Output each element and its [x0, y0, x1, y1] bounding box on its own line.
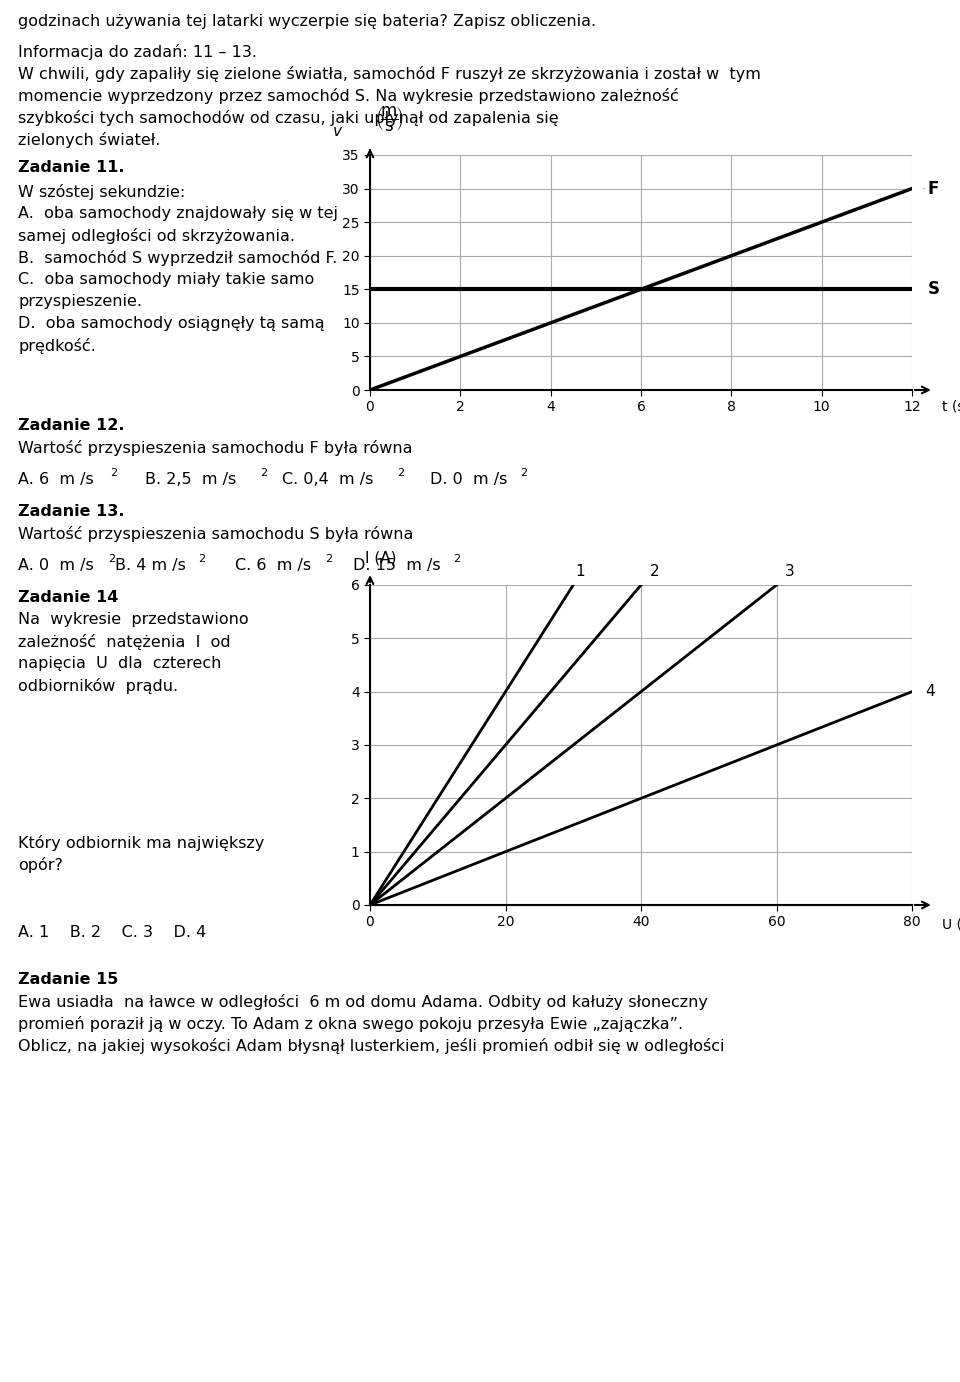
Text: momencie wyprzedzony przez samochód S. Na wykresie przedstawiono zależność: momencie wyprzedzony przez samochód S. N…	[18, 88, 679, 104]
Text: B.  samochód S wyprzedził samochód F.: B. samochód S wyprzedził samochód F.	[18, 250, 337, 265]
Text: A. 0  m /s: A. 0 m /s	[18, 558, 94, 574]
Text: 2: 2	[110, 468, 117, 478]
Text: I (A): I (A)	[365, 551, 396, 565]
Text: B. 4 m /s: B. 4 m /s	[115, 558, 186, 574]
Text: 2: 2	[650, 564, 660, 579]
Text: v: v	[333, 123, 342, 138]
Text: D.  oba samochody osiągnęły tą samą: D. oba samochody osiągnęły tą samą	[18, 316, 324, 332]
Text: Zadanie 11.: Zadanie 11.	[18, 160, 125, 176]
Text: 2: 2	[325, 554, 332, 564]
Text: samej odległości od skrzyżowania.: samej odległości od skrzyżowania.	[18, 228, 295, 245]
Text: $\left(\!\dfrac{\mathrm{m}}{\mathrm{s}}\!\right)$: $\left(\!\dfrac{\mathrm{m}}{\mathrm{s}}\…	[375, 105, 404, 134]
Text: 3: 3	[785, 564, 795, 579]
Text: 2: 2	[198, 554, 205, 564]
Text: zielonych świateł.: zielonych świateł.	[18, 133, 160, 148]
Text: B. 2,5  m /s: B. 2,5 m /s	[145, 473, 236, 486]
Text: Zadanie 15: Zadanie 15	[18, 972, 118, 987]
Text: C. 6  m /s: C. 6 m /s	[235, 558, 311, 574]
Text: 4: 4	[925, 684, 935, 699]
Text: Wartość przyspieszenia samochodu F była równa: Wartość przyspieszenia samochodu F była …	[18, 439, 413, 456]
Text: A.  oba samochody znajdowały się w tej: A. oba samochody znajdowały się w tej	[18, 206, 338, 221]
Text: C.  oba samochody miały takie samo: C. oba samochody miały takie samo	[18, 272, 314, 287]
Text: 2: 2	[397, 468, 404, 478]
Text: A. 1    B. 2    C. 3    D. 4: A. 1 B. 2 C. 3 D. 4	[18, 925, 206, 940]
Text: A. 6  m /s: A. 6 m /s	[18, 473, 94, 486]
Text: opór?: opór?	[18, 857, 62, 873]
Text: D. 15  m /s: D. 15 m /s	[353, 558, 441, 574]
Text: zależność  natężenia  I  od: zależność natężenia I od	[18, 634, 230, 650]
Text: Zadanie 14: Zadanie 14	[18, 590, 118, 605]
Text: W chwili, gdy zapaliły się zielone światła, samochód F ruszył ze skrzyżowania i : W chwili, gdy zapaliły się zielone świat…	[18, 66, 761, 82]
Text: 2: 2	[260, 468, 267, 478]
Text: U (V): U (V)	[942, 918, 960, 931]
Text: przyspieszenie.: przyspieszenie.	[18, 294, 142, 310]
Text: C. 0,4  m /s: C. 0,4 m /s	[282, 473, 373, 486]
Text: t (s): t (s)	[942, 399, 960, 413]
Text: 2: 2	[108, 554, 115, 564]
Text: odbiorników  prądu.: odbiorników prądu.	[18, 679, 179, 694]
Text: prędkość.: prędkość.	[18, 339, 96, 354]
Text: Informacja do zadań: 11 – 13.: Informacja do zadań: 11 – 13.	[18, 44, 257, 59]
Text: 1: 1	[575, 564, 585, 579]
Text: Ewa usiadła  na ławce w odległości  6 m od domu Adama. Odbity od kałuży słoneczn: Ewa usiadła na ławce w odległości 6 m od…	[18, 994, 708, 1010]
Text: godzinach używania tej latarki wyczerpie się bateria? Zapisz obliczenia.: godzinach używania tej latarki wyczerpie…	[18, 14, 596, 29]
Text: napięcia  U  dla  czterech: napięcia U dla czterech	[18, 656, 222, 672]
Text: Zadanie 13.: Zadanie 13.	[18, 504, 125, 520]
Text: Oblicz, na jakiej wysokości Adam błysnął lusterkiem, jeśli promień odbił się w o: Oblicz, na jakiej wysokości Adam błysnął…	[18, 1038, 725, 1054]
Text: 2: 2	[453, 554, 460, 564]
Text: F: F	[927, 180, 939, 198]
Text: S: S	[927, 281, 940, 299]
Text: Zadanie 12.: Zadanie 12.	[18, 417, 125, 433]
Text: Wartość przyspieszenia samochodu S była równa: Wartość przyspieszenia samochodu S była …	[18, 527, 414, 542]
Text: 2: 2	[520, 468, 527, 478]
Text: W szóstej sekundzie:: W szóstej sekundzie:	[18, 184, 185, 200]
Text: Na  wykresie  przedstawiono: Na wykresie przedstawiono	[18, 612, 249, 627]
Text: Który odbiornik ma największy: Który odbiornik ma największy	[18, 835, 264, 851]
Text: promień poraził ją w oczy. To Adam z okna swego pokoju przesyła Ewie „zajączka”.: promień poraził ją w oczy. To Adam z okn…	[18, 1016, 684, 1032]
Text: szybkości tych samochodów od czasu, jaki upłynął od zapalenia się: szybkości tych samochodów od czasu, jaki…	[18, 111, 559, 126]
Text: D. 0  m /s: D. 0 m /s	[430, 473, 508, 486]
